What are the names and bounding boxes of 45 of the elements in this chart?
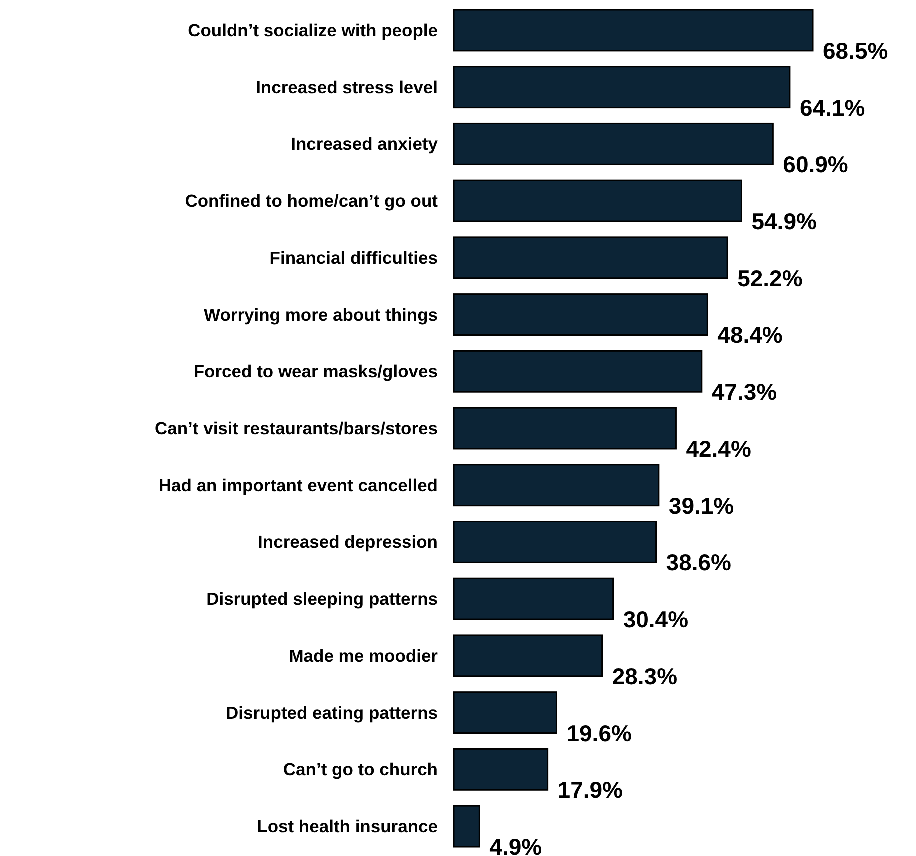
bar [453,350,703,393]
data-label: 38.6% [666,550,732,576]
data-label: 60.9% [783,152,848,178]
y-tick-label: Disrupted eating patterns [226,702,438,723]
data-label: 64.1% [800,94,866,121]
bar [453,180,742,222]
y-tick-label: Financial difficulties [270,248,438,268]
data-label: 47.3% [712,379,778,406]
y-tick-label: Forced to wear masks/gloves [194,362,438,382]
data-label: 28.3% [612,663,678,690]
data-label: 39.1% [668,492,734,519]
y-tick-label: Lost health insurance [257,816,438,837]
bar [453,122,774,166]
y-tick-label: Disrupted sleeping patterns [206,589,438,610]
data-label: 48.4% [718,322,783,348]
data-label: 4.9% [490,834,542,856]
bar [453,578,614,620]
y-tick-label: Can’t visit restaurants/bars/stores [154,418,438,438]
data-label: 17.9% [558,777,624,804]
bar [453,294,708,336]
bar [453,66,791,109]
data-label: 30.4% [623,606,689,633]
y-tick-label: Confined to home/can’t go out [185,191,438,212]
bar [453,407,677,450]
data-label: 68.5% [823,38,888,64]
bar [453,748,549,791]
y-tick-label: Worrying more about things [204,304,438,325]
y-tick-label: Increased depression [258,532,438,552]
data-label: 19.6% [566,720,632,746]
y-tick-label: Made me moodier [289,646,438,666]
y-tick-label: Increased stress level [256,77,438,98]
data-label: 52.2% [738,265,803,292]
bar [453,9,814,52]
bar [453,692,558,734]
bar [453,464,660,507]
bar [453,805,480,848]
y-tick-label: Couldn’t socialize with people [188,20,438,40]
data-label: 54.9% [752,208,817,235]
bar [453,634,604,678]
y-tick-label: Increased anxiety [291,134,438,154]
data-label: 42.4% [686,436,752,462]
y-tick-label: Had an important event cancelled [158,475,438,496]
bar [453,236,728,280]
bar [453,521,658,564]
y-tick-label: Can’t go to church [283,760,438,780]
